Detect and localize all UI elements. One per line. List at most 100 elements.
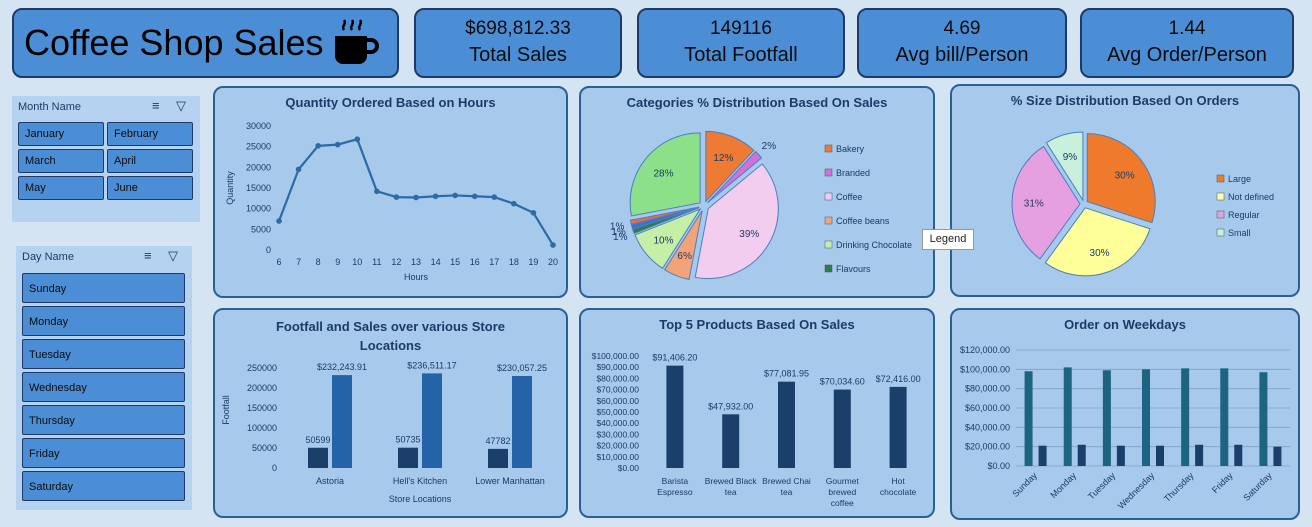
- kpi-label: Total Footfall: [684, 44, 798, 66]
- weekday-orders-chart[interactable]: Order on Weekdays $0.00 $20,000.00 $40,000…: [950, 308, 1300, 520]
- y-tick-label: $0.00: [618, 463, 640, 473]
- x-tick-label: 11: [372, 257, 381, 267]
- pie-slice: [1044, 207, 1151, 277]
- legend-label: Large: [1228, 174, 1251, 184]
- slicer-item-sunday[interactable]: Sunday: [22, 273, 185, 303]
- bar: [1234, 444, 1243, 466]
- slicer-item-june[interactable]: June: [107, 176, 193, 200]
- bar: [398, 447, 418, 468]
- x-tick-label: 20: [548, 257, 558, 267]
- slicer-item-april[interactable]: April: [107, 149, 193, 173]
- data-point: [432, 193, 439, 200]
- chart-title: Quantity Ordered Based on Hours: [285, 95, 496, 110]
- category-distribution-chart[interactable]: Categories % Distribution Based On Sales…: [579, 86, 935, 298]
- legend-swatch: [824, 216, 833, 225]
- bar: [1142, 369, 1150, 466]
- kpi-value: 1.44: [1168, 18, 1206, 39]
- y-tick-label: $0.00: [987, 461, 1010, 471]
- bar: [833, 389, 851, 468]
- kpi-value: 149116: [710, 18, 772, 39]
- kpi-label: Avg Order/Person: [1107, 44, 1267, 66]
- bar: [666, 365, 684, 468]
- chart-title: Categories % Distribution Based On Sales: [626, 95, 888, 110]
- y-tick-label: $120,000.00: [960, 345, 1010, 355]
- kpi-avg-order: 1.44 Avg Order/Person: [1080, 8, 1294, 78]
- chart-title: Top 5 Products Based On Sales: [659, 317, 855, 332]
- legend-swatch: [824, 264, 833, 273]
- y-tick-label: $100,000.00: [592, 351, 640, 361]
- x-tick-label: 12: [391, 257, 401, 267]
- slicer-item-may[interactable]: May: [18, 176, 104, 200]
- x-tick-label: Thursday: [1162, 470, 1196, 504]
- data-point: [334, 141, 341, 148]
- y-tick-label: $30,000.00: [596, 429, 639, 439]
- slicer-item-march[interactable]: March: [18, 149, 104, 173]
- clear-filter-icon[interactable]: ▽: [176, 98, 186, 113]
- multi-select-icon[interactable]: ≡: [144, 248, 152, 263]
- bar: [1077, 444, 1086, 466]
- data-point: [354, 136, 361, 143]
- top-products-chart[interactable]: Top 5 Products Based On Sales $0.00 $10,0…: [579, 308, 935, 518]
- x-tick-label: 6: [276, 257, 281, 267]
- data-label: 50599: [305, 435, 330, 445]
- y-axis-label: Footfall: [221, 395, 231, 425]
- data-point: [491, 194, 498, 200]
- kpi-label: Avg bill/Person: [895, 44, 1029, 66]
- x-tick-label: tea: [725, 487, 737, 497]
- chart-title: Footfall and Sales over various Store Lo…: [275, 319, 505, 353]
- slicer-item-january[interactable]: January: [18, 122, 104, 146]
- coffee-cup-icon: [335, 19, 379, 64]
- slicer-item-wednesday[interactable]: Wednesday: [22, 372, 185, 402]
- y-tick-label: 150000: [247, 403, 277, 413]
- y-tick-label: $100,000.00: [960, 364, 1010, 374]
- pie-slice: [705, 130, 755, 203]
- kpi-value: $698,812.33: [465, 18, 571, 39]
- data-point: [393, 194, 400, 200]
- x-tick-label: tea: [781, 487, 793, 497]
- x-tick-label: chocolate: [880, 487, 917, 497]
- slice-label: 1%: [610, 221, 625, 232]
- x-tick-label: 17: [489, 257, 499, 267]
- slicer-item-february[interactable]: February: [107, 122, 193, 146]
- kpi-total-footfall: 149116 Total Footfall: [637, 8, 845, 78]
- chart-title: % Size Distribution Based On Orders: [1010, 93, 1240, 108]
- legend-label: Bakery: [836, 144, 865, 154]
- multi-select-icon[interactable]: ≡: [152, 98, 160, 113]
- data-label: $77,081.95: [764, 369, 809, 379]
- y-tick-label: 10000: [246, 204, 271, 214]
- x-tick-label: brewed: [828, 487, 856, 497]
- bar: [1024, 371, 1033, 466]
- store-location-chart[interactable]: Footfall and Sales over various Store Lo…: [213, 308, 568, 518]
- clear-filter-icon[interactable]: ▽: [168, 248, 178, 263]
- slice-label: 2%: [762, 141, 777, 152]
- slicer-item-thursday[interactable]: Thursday: [22, 405, 185, 435]
- x-tick-label: 8: [316, 257, 321, 267]
- data-label: $236,511.17: [407, 360, 456, 370]
- slice-label: 12%: [713, 153, 733, 164]
- data-point: [295, 166, 302, 173]
- x-tick-label: 9: [335, 257, 340, 267]
- y-tick-label: 100000: [247, 423, 277, 433]
- x-tick-label: 16: [470, 257, 480, 267]
- chart-title: Order on Weekdays: [1064, 317, 1186, 332]
- bar: [422, 373, 442, 468]
- slicer-item-tuesday[interactable]: Tuesday: [22, 339, 185, 369]
- slice-label: 9%: [1063, 152, 1078, 163]
- pie-slice: [629, 206, 700, 226]
- x-tick-label: Lower Manhattan: [475, 476, 545, 486]
- y-tick-label: $80,000.00: [596, 373, 639, 383]
- slicer-item-friday[interactable]: Friday: [22, 438, 185, 468]
- y-tick-label: 30000: [246, 121, 271, 131]
- size-distribution-chart[interactable]: % Size Distribution Based On Orders 30% 3…: [950, 84, 1300, 297]
- y-tick-label: $10,000.00: [596, 452, 639, 462]
- slicer-item-monday[interactable]: Monday: [22, 306, 185, 336]
- x-tick-label: Monday: [1048, 470, 1078, 500]
- hourly-quantity-chart[interactable]: Quantity Ordered Based on Hours 0 5000 100…: [213, 86, 568, 298]
- slicer-item-saturday[interactable]: Saturday: [22, 471, 185, 501]
- legend-swatch: [1216, 192, 1225, 201]
- x-tick-label: Gourmet: [826, 476, 860, 486]
- legend-swatch: [824, 144, 833, 153]
- x-tick-label: coffee: [831, 498, 854, 508]
- legend-swatch: [1216, 228, 1225, 237]
- legend-label: Branded: [836, 168, 870, 178]
